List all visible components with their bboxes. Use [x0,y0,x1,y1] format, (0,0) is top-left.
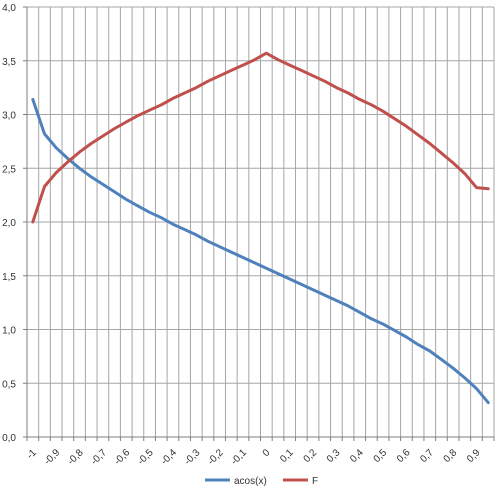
y-tick-label: 2,5 [2,164,16,175]
y-tick-label: 1,5 [2,272,16,283]
y-tick-label: 1,0 [2,326,16,337]
series-line-acos-x [31,97,490,405]
x-tick-label: -0,3 [182,447,202,467]
x-tick-label: -0,9 [42,447,62,467]
series-line-f [31,51,490,224]
x-tick-label: -0,6 [112,447,132,467]
x-tick-label: -0,1 [229,447,249,467]
series-lines [31,51,490,405]
x-tick-label: 0,3 [325,447,343,465]
y-tick-label: 0,0 [2,433,16,444]
x-tick-label: 0,7 [418,447,436,465]
x-tick-label: -0,4 [159,447,179,467]
y-tick-label: 4,0 [2,3,16,14]
legend-label-acos: acos(x) [234,476,267,487]
x-tick-label: -0,8 [66,447,86,467]
gridlines [27,6,495,437]
y-tick-label: 3,0 [2,111,16,122]
legend-label-f: F [312,476,318,487]
y-tick-label: 0,5 [2,379,16,390]
y-tick-label: 3,5 [2,57,16,68]
x-tick-label: -0,5 [136,447,156,467]
x-tick-label: 0 [261,447,273,459]
x-tick-label: 0,4 [348,447,366,465]
axes [23,6,495,441]
x-tick-label: -0,7 [89,447,109,467]
x-tick-label: -0,2 [206,447,226,467]
legend: acos(x) F [205,476,318,487]
tick-labels: 0,00,51,01,52,02,53,03,54,0-1 -0,9 -0,8 -0,… [2,3,483,467]
x-tick-label: 0,5 [372,447,390,465]
x-tick-label: 0,8 [442,447,460,465]
x-tick-label: 0,6 [395,447,413,465]
x-tick-label: 0,9 [465,447,483,465]
x-tick-label: 0,1 [278,447,296,465]
x-tick-label: -1 [25,447,39,461]
y-tick-label: 2,0 [2,218,16,229]
x-tick-label: 0,2 [302,447,320,465]
